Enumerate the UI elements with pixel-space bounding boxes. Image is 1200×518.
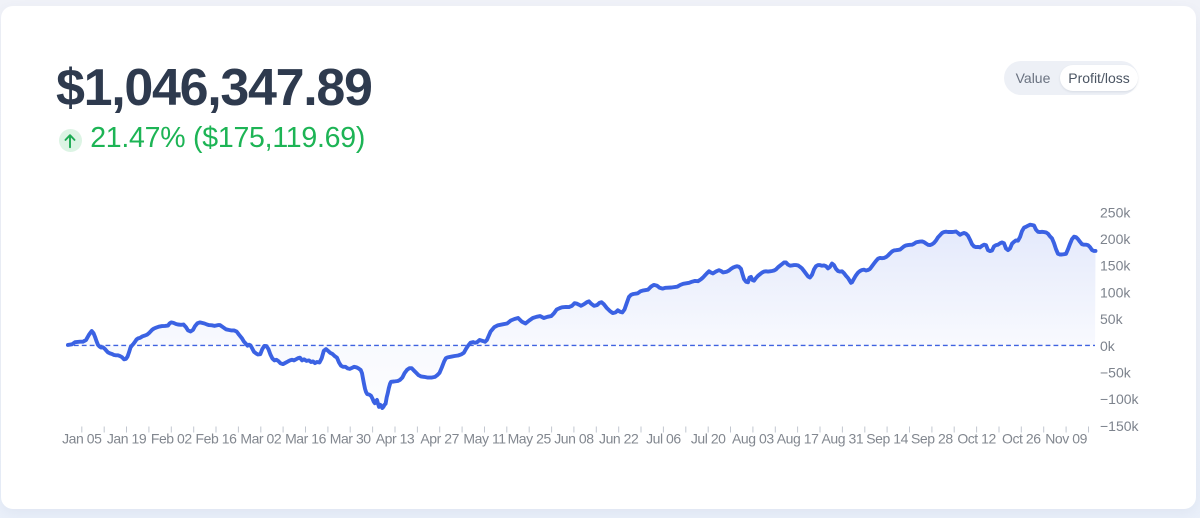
svg-text:Mar 16: Mar 16 [285,430,327,446]
svg-text:Mar 02: Mar 02 [240,430,282,446]
svg-text:Jun 22: Jun 22 [599,430,639,446]
svg-text:Sep 28: Sep 28 [911,430,953,446]
svg-text:150k: 150k [1100,258,1131,274]
svg-text:Sep 14: Sep 14 [866,430,908,446]
svg-text:Mar 30: Mar 30 [330,430,372,446]
svg-text:100k: 100k [1100,284,1131,300]
svg-text:Aug 17: Aug 17 [777,430,819,446]
svg-text:Jul 20: Jul 20 [691,430,726,446]
svg-text:Apr 27: Apr 27 [420,430,459,446]
svg-text:Feb 02: Feb 02 [151,430,193,446]
svg-text:Oct 26: Oct 26 [1002,430,1041,446]
svg-text:Jun 08: Jun 08 [554,430,594,446]
svg-text:Aug 31: Aug 31 [822,430,864,446]
svg-text:0k: 0k [1100,338,1116,354]
svg-text:Jul 06: Jul 06 [646,430,681,446]
svg-text:250k: 250k [1100,204,1131,220]
svg-text:May 25: May 25 [508,430,552,446]
svg-text:May 11: May 11 [463,430,506,446]
svg-text:−50k: −50k [1100,365,1132,381]
svg-text:Oct 12: Oct 12 [957,430,996,446]
svg-text:Feb 16: Feb 16 [196,430,238,446]
svg-text:200k: 200k [1100,231,1131,247]
svg-text:Apr 13: Apr 13 [376,430,415,446]
svg-text:Nov 09: Nov 09 [1045,430,1087,446]
svg-text:Jan 05: Jan 05 [62,430,102,446]
svg-text:50k: 50k [1100,311,1124,327]
svg-text:−150k: −150k [1100,418,1140,434]
svg-text:−100k: −100k [1100,391,1140,407]
svg-text:Aug 03: Aug 03 [732,430,774,446]
svg-text:Jan 19: Jan 19 [107,430,147,446]
